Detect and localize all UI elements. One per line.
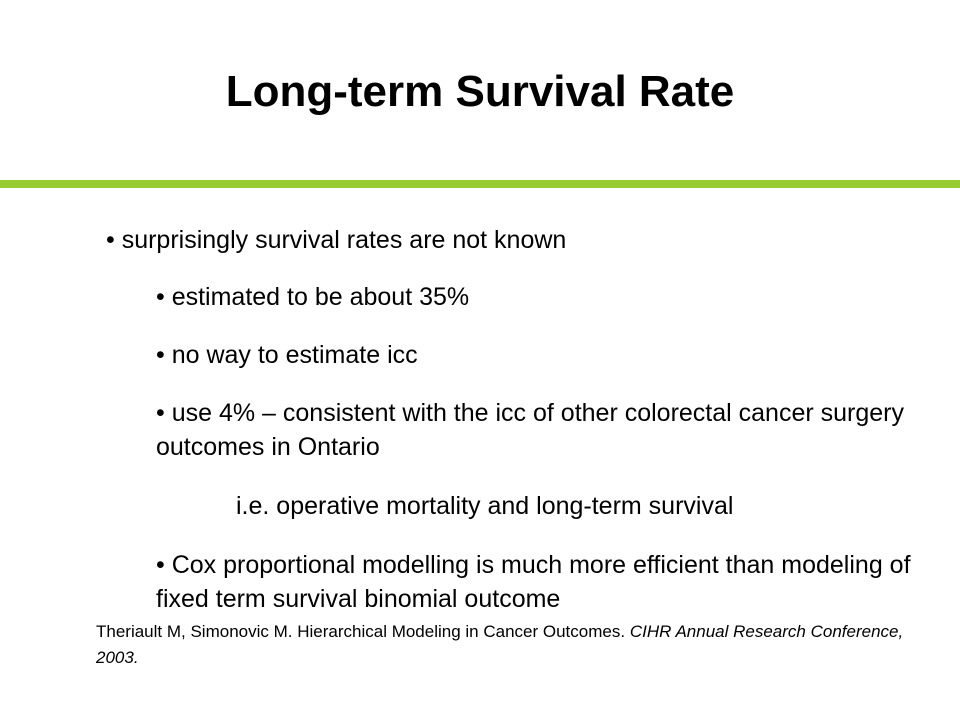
citation-authors-title: Theriault M, Simonovic M. Hierarchical M… bbox=[96, 622, 630, 641]
citation-venue: CIHR Annual Research Conference, 2003. bbox=[96, 622, 904, 667]
bullet-survival-unknown: • surprisingly survival rates are not kn… bbox=[106, 226, 567, 254]
citation: Theriault M, Simonovic M. Hierarchical M… bbox=[96, 619, 916, 671]
slide-title: Long-term Survival Rate bbox=[225, 67, 735, 116]
bullet-estimated-35: • estimated to be about 35% bbox=[156, 283, 470, 311]
bullet-ie-note: i.e. operative mortality and long-term s… bbox=[236, 492, 734, 520]
title-divider bbox=[0, 180, 960, 188]
bullet-use-4-percent: • use 4% – consistent with the icc of ot… bbox=[156, 399, 904, 461]
bullet-no-icc: • no way to estimate icc bbox=[156, 341, 418, 369]
bullet-cox-modelling: • Cox proportional modelling is much mor… bbox=[156, 551, 911, 613]
